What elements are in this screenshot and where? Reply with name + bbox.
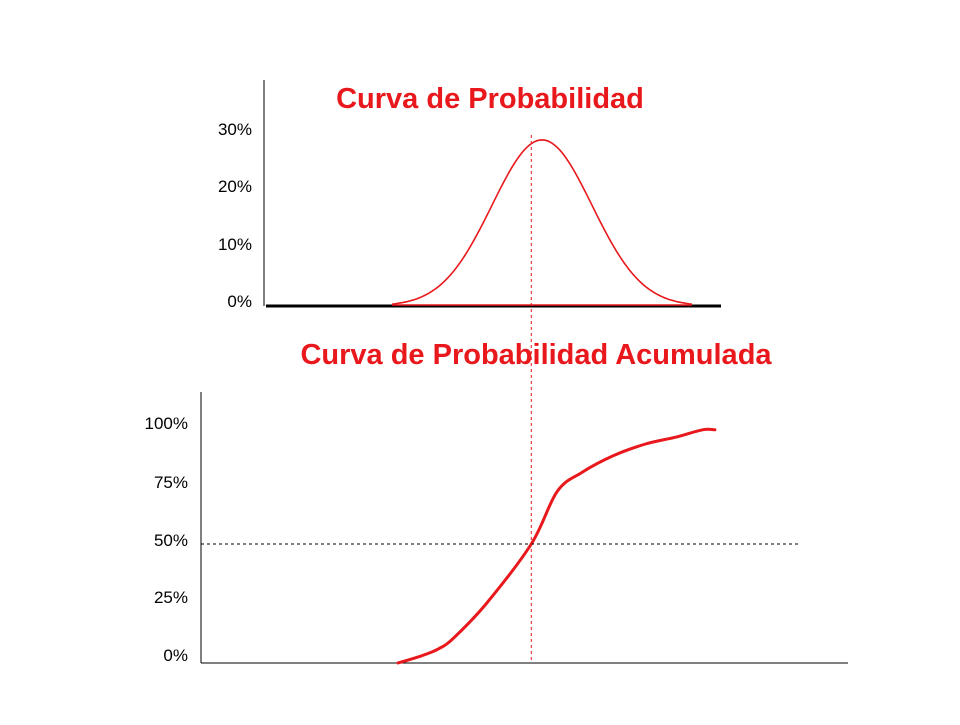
- bottom-tick-label: 100%: [145, 414, 188, 433]
- chart-title-cumulative: Curva de Probabilidad Acumulada: [300, 339, 772, 371]
- probability-curve: [391, 139, 693, 305]
- top-tick-label: 30%: [218, 120, 252, 139]
- bottom-tick-label: 25%: [154, 588, 188, 607]
- cumulative-curve: [396, 427, 717, 665]
- top-tick-label: 0%: [227, 292, 252, 311]
- chart-title-probability: Curva de Probabilidad: [336, 83, 644, 115]
- bottom-tick-label: 75%: [154, 473, 188, 492]
- top-tick-label: 10%: [218, 235, 252, 254]
- bottom-tick-label: 50%: [154, 531, 188, 550]
- bottom-tick-label: 0%: [163, 646, 188, 665]
- top-tick-label: 20%: [218, 177, 252, 196]
